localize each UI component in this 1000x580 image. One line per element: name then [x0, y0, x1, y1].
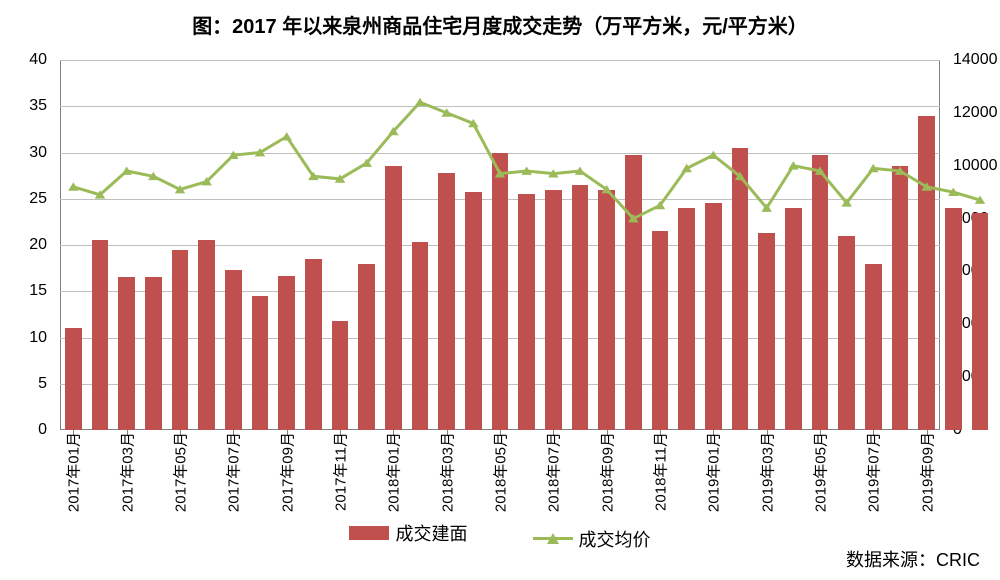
line-path [73, 102, 980, 218]
x-tick-label: 2019年05月 [810, 432, 831, 512]
legend-label-line: 成交均价 [579, 526, 651, 552]
y-tick-left: 20 [0, 236, 47, 254]
x-tick-label: 2019年09月 [916, 432, 937, 512]
y-tick-right: 10000 [953, 157, 1000, 175]
x-tick-label: 2019年01月 [703, 432, 724, 512]
x-tick-label: 2018年01月 [383, 432, 404, 512]
bar [945, 208, 962, 430]
x-tick-label: 2017年11月 [330, 432, 351, 511]
line-marker [708, 151, 719, 159]
y-tick-left: 35 [0, 97, 47, 115]
x-tick-label: 2018年09月 [596, 432, 617, 512]
line-marker [415, 98, 426, 106]
x-tick-label: 2017年09月 [276, 432, 297, 512]
legend-swatch-line [533, 537, 573, 540]
y-tick-left: 5 [0, 375, 47, 393]
legend-item-line: 成交均价 [533, 526, 651, 552]
legend-swatch-bar [349, 526, 389, 540]
x-tick-label: 2018年07月 [543, 432, 564, 512]
line-marker [281, 132, 292, 140]
x-axis: 2017年01月 2017年03月 2017年05月 2017年07月 2017年09月… [60, 432, 940, 522]
y-tick-left: 10 [0, 329, 47, 347]
x-tick-label: 2017年03月 [116, 432, 137, 512]
data-source: 数据来源：CRIC [846, 546, 980, 572]
y-tick-left: 25 [0, 190, 47, 208]
x-tick-label: 2019年03月 [756, 432, 777, 512]
y-axis-left: 0510152025303540 [0, 60, 55, 430]
chart-title: 图：2017 年以来泉州商品住宅月度成交走势（万平方米，元/平方米） [0, 10, 1000, 39]
x-tick-label: 2017年01月 [63, 432, 84, 512]
x-tick-label: 2017年07月 [223, 432, 244, 512]
x-tick-label: 2019年07月 [863, 432, 884, 512]
x-tick-label: 2018年03月 [436, 432, 457, 512]
y-tick-right: 12000 [953, 104, 1000, 122]
legend-item-bar: 成交建面 [349, 520, 467, 546]
line-series [60, 60, 940, 430]
x-tick-label: 2017年05月 [170, 432, 191, 512]
y-tick-left: 15 [0, 282, 47, 300]
y-tick-left: 40 [0, 51, 47, 69]
x-tick-label: 2018年11月 [650, 432, 671, 511]
y-tick-left: 30 [0, 144, 47, 162]
y-tick-left: 0 [0, 421, 47, 439]
bar [972, 213, 989, 430]
legend-label-bar: 成交建面 [395, 520, 467, 546]
x-tick-label: 2018年05月 [490, 432, 511, 512]
plot-area [60, 60, 940, 430]
chart-container: 图：2017 年以来泉州商品住宅月度成交走势（万平方米，元/平方米） 0 5 10 1… [0, 0, 1000, 580]
y-tick-right: 14000 [953, 51, 1000, 69]
